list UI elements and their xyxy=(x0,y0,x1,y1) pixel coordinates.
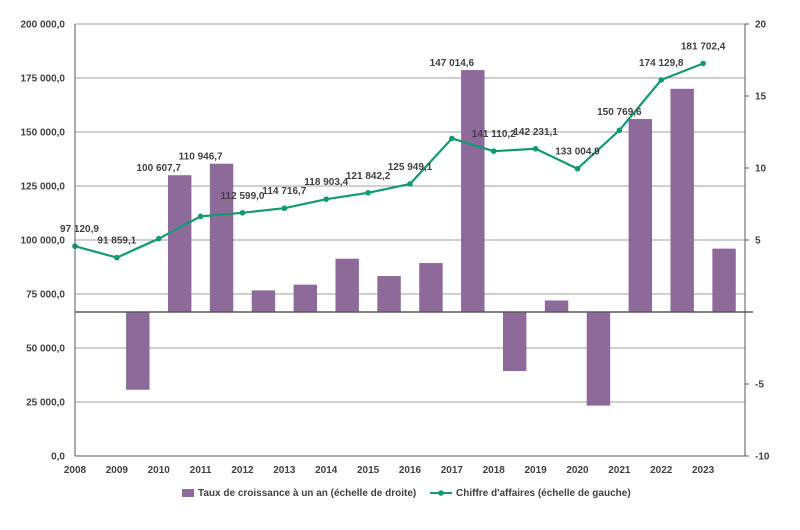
bar xyxy=(293,284,318,312)
line-series xyxy=(72,60,706,261)
data-label: 100 607,7 xyxy=(137,163,182,174)
line-point xyxy=(155,235,162,242)
right-axis-tick-label: -5 xyxy=(755,380,764,391)
right-axis-tick-label: 20 xyxy=(755,20,767,31)
data-label: 91 859,1 xyxy=(97,236,136,247)
data-label: 121 842,2 xyxy=(346,171,391,182)
left-axis-tick-label: 150 000,0 xyxy=(21,128,66,139)
line-point xyxy=(700,60,706,67)
left-axis-tick-label: 75 000,0 xyxy=(26,290,65,301)
x-axis-tick-label: 2012 xyxy=(231,465,254,476)
left-axis-tick-label: 200 000,0 xyxy=(21,20,66,31)
x-axis-tick-label: 2019 xyxy=(525,465,548,476)
x-axis-tick-label: 2017 xyxy=(441,465,464,476)
x-axis-tick-label: 2014 xyxy=(315,465,338,476)
data-label: 142 231,1 xyxy=(513,127,558,138)
x-axis-tick-label: 2011 xyxy=(190,465,212,476)
line-point xyxy=(616,127,623,134)
line-point xyxy=(490,148,497,155)
right-axis-tick-label: 5 xyxy=(755,236,761,247)
data-label: 147 014,6 xyxy=(430,58,475,69)
left-axis-tick-label: 100 000,0 xyxy=(21,236,66,247)
axes: 0,0 25 000,0 50 000,0 75 000,0 100 000,0 125 … xyxy=(21,20,770,477)
bar xyxy=(628,119,653,312)
line-point xyxy=(197,213,204,220)
data-label: 114 716,7 xyxy=(262,186,306,197)
x-axis-tick-label: 2008 xyxy=(64,465,87,476)
bar xyxy=(502,312,527,372)
x-axis-tick-label: 2020 xyxy=(566,465,589,476)
legend-label-bar: Taux de croissance à un an (échelle de d… xyxy=(198,488,416,499)
bar xyxy=(335,258,359,312)
bar xyxy=(209,163,234,312)
data-label: 133 004,9 xyxy=(555,147,600,158)
line-point xyxy=(239,209,246,216)
line-point xyxy=(574,165,581,172)
data-label: 110 946,7 xyxy=(179,152,223,163)
left-axis-tick-label: 175 000,0 xyxy=(21,74,66,85)
line-point xyxy=(114,254,120,261)
bar xyxy=(712,248,736,312)
line-point xyxy=(365,190,371,196)
right-axis-tick-label: 10 xyxy=(755,164,767,175)
line-point xyxy=(532,145,539,152)
x-axis-tick-label: 2013 xyxy=(273,465,296,476)
right-axis-tick-label: 15 xyxy=(755,92,767,103)
bar xyxy=(126,312,150,390)
legend: Taux de croissance à un an (échelle de d… xyxy=(182,488,631,499)
bars-series xyxy=(126,70,736,406)
line-point xyxy=(449,135,455,142)
legend-swatch-bar xyxy=(182,489,194,497)
data-label: 141 110,2 xyxy=(472,129,516,140)
data-label: 174 129,8 xyxy=(639,58,684,69)
data-label: 97 120,9 xyxy=(60,224,99,235)
left-axis-tick-label: 50 000,0 xyxy=(26,344,65,355)
data-label: 118 903,4 xyxy=(304,177,348,188)
line-path xyxy=(74,62,704,259)
left-axis-tick-label: 0,0 xyxy=(51,452,65,463)
line-point xyxy=(658,77,665,83)
data-label: 112 599,0 xyxy=(221,191,265,202)
x-axis-tick-label: 2021 xyxy=(608,465,631,476)
bar xyxy=(167,175,192,312)
x-axis-tick-label: 2015 xyxy=(357,465,380,476)
bar xyxy=(670,88,694,312)
data-label: 150 769,6 xyxy=(597,107,642,118)
bar xyxy=(544,300,569,312)
legend-swatch-marker xyxy=(438,490,444,496)
x-axis-tick-label: 2009 xyxy=(106,465,129,476)
x-axis-tick-label: 2023 xyxy=(692,465,715,476)
bar xyxy=(586,312,611,406)
line-point xyxy=(323,196,330,202)
left-axis-tick-label: 25 000,0 xyxy=(26,398,65,409)
x-axis-tick-label: 2018 xyxy=(483,465,506,476)
right-axis-tick-label: -10 xyxy=(755,452,770,463)
bar xyxy=(251,290,276,312)
left-axis-tick-label: 125 000,0 xyxy=(21,182,66,193)
bar xyxy=(377,276,401,312)
bar xyxy=(461,70,485,312)
data-label: 181 702,4 xyxy=(681,42,726,53)
line-point xyxy=(281,205,288,212)
x-axis-tick-label: 2016 xyxy=(399,465,422,476)
legend-label-line: Chiffre d'affaires (échelle de gauche) xyxy=(456,488,631,499)
bar xyxy=(419,263,443,312)
line-point xyxy=(407,181,413,187)
data-label: 125 949,1 xyxy=(388,162,433,173)
x-axis-tick-label: 2022 xyxy=(650,465,673,476)
x-axis-tick-label: 2010 xyxy=(148,465,171,476)
